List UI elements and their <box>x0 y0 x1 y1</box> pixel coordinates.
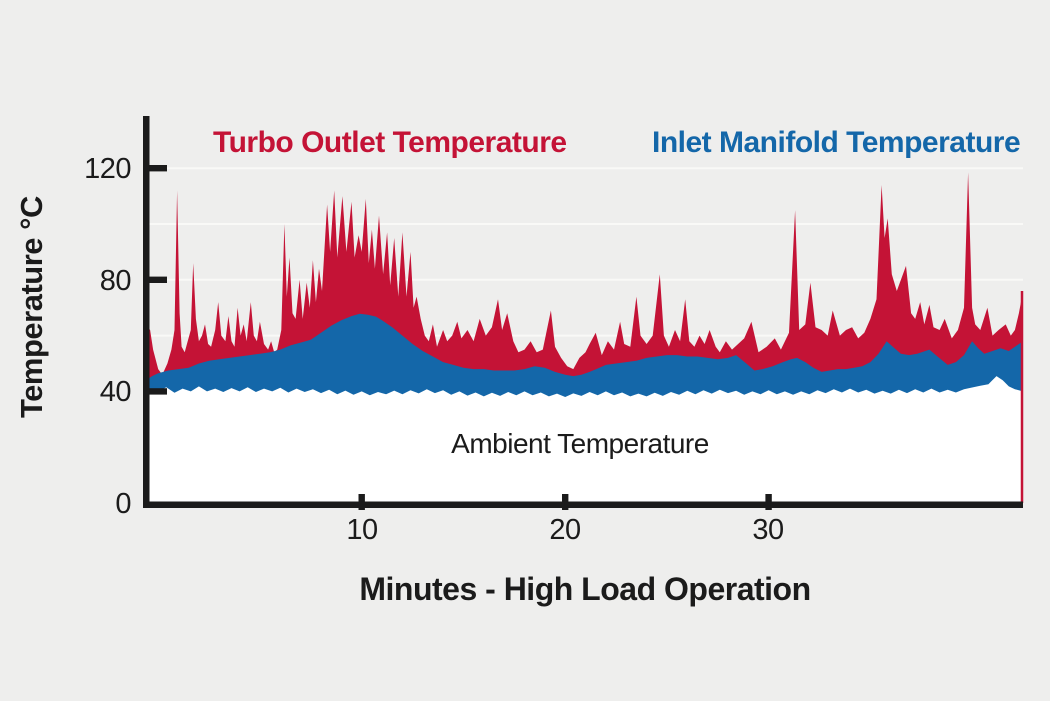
x-tick-label-20: 20 <box>549 514 581 546</box>
x-axis-title: Minutes - High Load Operation <box>359 571 811 607</box>
axis-layer <box>143 116 1023 510</box>
legend-turbo-outlet: Turbo Outlet Temperature <box>213 126 567 159</box>
y-axis-title: Temperature °C <box>14 196 49 418</box>
legend-inlet-manifold: Inlet Manifold Temperature <box>652 126 1021 159</box>
y-tick-label-120: 120 <box>84 153 131 185</box>
y-tick-label-0: 0 <box>115 488 131 520</box>
y-tick-label-80: 80 <box>99 265 132 297</box>
x-tick-label-30: 30 <box>752 514 784 546</box>
ambient-area-label: Ambient Temperature <box>451 428 709 459</box>
area-series-layer <box>146 172 1024 503</box>
y-tick-mark-80 <box>143 276 167 283</box>
x-axis-line <box>143 501 1023 508</box>
y-tick-mark-120 <box>143 165 167 172</box>
y-axis-line <box>143 116 150 508</box>
x-tick-label-10: 10 <box>346 514 378 546</box>
y-tick-label-40: 40 <box>99 376 132 408</box>
y-tick-mark-40 <box>143 388 167 395</box>
ambient-area <box>146 376 1023 503</box>
